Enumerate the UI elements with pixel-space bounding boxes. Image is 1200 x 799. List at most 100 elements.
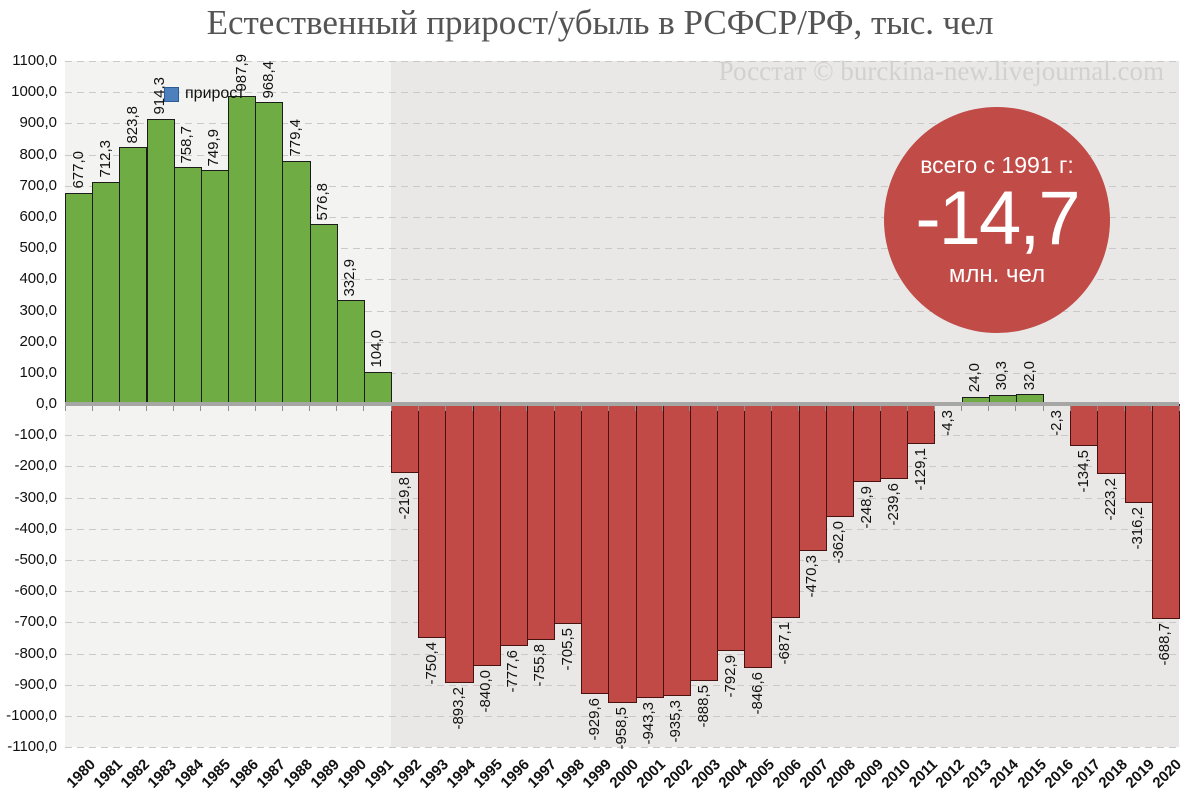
bar-1994: [445, 404, 474, 683]
x-axis-tick: [879, 406, 881, 411]
gridline: [65, 715, 1179, 717]
x-axis-tick: [336, 406, 338, 411]
y-axis-tick-label: -100,0: [14, 426, 57, 444]
bar-value-label: 30,3: [993, 361, 1011, 391]
x-axis-tick: [254, 406, 256, 411]
x-axis-tick: [390, 406, 392, 411]
x-axis-tick: [526, 406, 528, 411]
watermark: Росстат © burckina-new.livejournal.com: [718, 56, 1164, 86]
x-axis-tick: [444, 406, 446, 411]
x-axis-tick: [798, 406, 800, 411]
bar-value-label: 104,0: [368, 330, 386, 368]
x-axis-tick: [553, 406, 555, 411]
bar-2003: [689, 404, 719, 682]
bar-value-label: -248,9: [857, 485, 875, 529]
gridline: [65, 61, 1179, 62]
y-axis-tick-label: 900,0: [19, 114, 57, 132]
bar-value-label: 32,0: [1020, 360, 1038, 391]
bar-value-label: -792,9: [721, 655, 739, 698]
bar-2019: [1124, 404, 1153, 503]
bar-value-label: 24,0: [966, 363, 984, 393]
y-axis-tick-label: 800,0: [19, 145, 57, 163]
bar-value-label: -840,0: [477, 669, 495, 713]
bar-value-label: -470,3: [803, 554, 821, 598]
x-axis-tick: [173, 406, 175, 411]
x-axis-tick: [988, 406, 990, 411]
y-axis-tick-label: -1100,0: [7, 738, 57, 755]
badge-caption: всего с 1991 г:: [920, 151, 1074, 178]
bar-value-label: 576,8: [314, 182, 332, 221]
bar-1992: [391, 404, 420, 473]
x-axis-tick: [1124, 406, 1126, 411]
bar-value-label: 332,9: [341, 258, 359, 297]
bar-2000: [608, 404, 637, 703]
bar-value-label: -705,5: [558, 627, 576, 671]
x-axis-tick: [309, 406, 311, 411]
bar-1984: [173, 167, 202, 404]
legend: прирост: [164, 85, 245, 103]
x-axis-tick: [118, 406, 120, 411]
y-axis-tick-label: 600,0: [19, 207, 57, 225]
y-axis-tick-label: -800,0: [14, 644, 57, 662]
bar-value-label: -2,3: [1047, 410, 1065, 436]
gridline: [65, 154, 1179, 156]
y-axis-tick-label: -500,0: [14, 550, 57, 568]
gridline: [65, 310, 1179, 312]
y-axis-tick-label: -400,0: [14, 519, 57, 537]
bar-value-label: 712,3: [96, 140, 114, 178]
gridline: [65, 279, 1179, 281]
bar-value-label: -316,2: [1129, 506, 1147, 550]
gridline: [65, 123, 1179, 125]
y-axis-tick-label: 400,0: [19, 270, 57, 288]
bar-value-label: -219,8: [395, 476, 413, 520]
bar-value-label: -958,5: [613, 706, 630, 750]
y-axis-tick-label: -1000,0: [6, 706, 57, 724]
x-axis-tick: [281, 406, 283, 411]
bar-1999: [581, 404, 610, 694]
bar-1991: [363, 371, 393, 404]
bar-value-label: -929,6: [585, 697, 603, 741]
y-axis-tick-label: 1000,0: [11, 83, 57, 101]
bar-value-label: -943,3: [640, 702, 658, 745]
x-axis-tick: [607, 406, 609, 411]
badge-value: -14,7: [915, 175, 1080, 261]
badge-units: млн. чел: [948, 260, 1046, 288]
x-axis-tick: [635, 406, 637, 411]
bar-1995: [472, 404, 501, 666]
bar-1989: [309, 224, 338, 404]
bar-value-label: -777,6: [504, 650, 522, 694]
bar-value-label: -888,5: [694, 685, 712, 728]
legend-label: прирост: [185, 85, 245, 102]
bar-value-label: -846,6: [748, 671, 766, 715]
bar-1986: [228, 95, 257, 404]
y-axis-tick-label: 500,0: [19, 239, 57, 257]
x-axis-tick: [743, 406, 745, 411]
x-axis-tick: [852, 406, 854, 411]
y-axis-tick-label: 100,0: [19, 363, 57, 381]
x-axis-tick: [64, 406, 66, 411]
x-axis-tick: [770, 406, 772, 411]
bar-2008: [825, 404, 854, 517]
x-axis-tick: [961, 406, 963, 411]
bar-value-label: 758,7: [178, 125, 196, 164]
bar-1985: [200, 170, 229, 404]
x-axis-tick: [580, 406, 582, 411]
bar-2001: [635, 404, 664, 699]
bar-value-label: -750,4: [422, 641, 440, 685]
y-axis-tick-label: 700,0: [19, 176, 57, 194]
bar-2006: [771, 404, 800, 619]
gridline: [65, 216, 1179, 218]
chart-title: Естественный прирост/убыль в РСФСР/РФ, т…: [206, 3, 994, 42]
bar-value-label: -239,6: [884, 482, 902, 526]
bar-1993: [418, 404, 447, 638]
gridline: [65, 92, 1179, 94]
bar-1983: [146, 118, 175, 404]
bar-1981: [92, 181, 121, 404]
gridline: [65, 372, 1179, 374]
x-axis-tick: [933, 406, 935, 411]
y-axis-tick-label: -600,0: [14, 582, 57, 600]
bar-value-label: 677,0: [69, 151, 87, 189]
gridline: [65, 248, 1179, 250]
bar-value-label: 749,9: [205, 128, 223, 167]
bar-value-label: -893,2: [449, 686, 467, 730]
